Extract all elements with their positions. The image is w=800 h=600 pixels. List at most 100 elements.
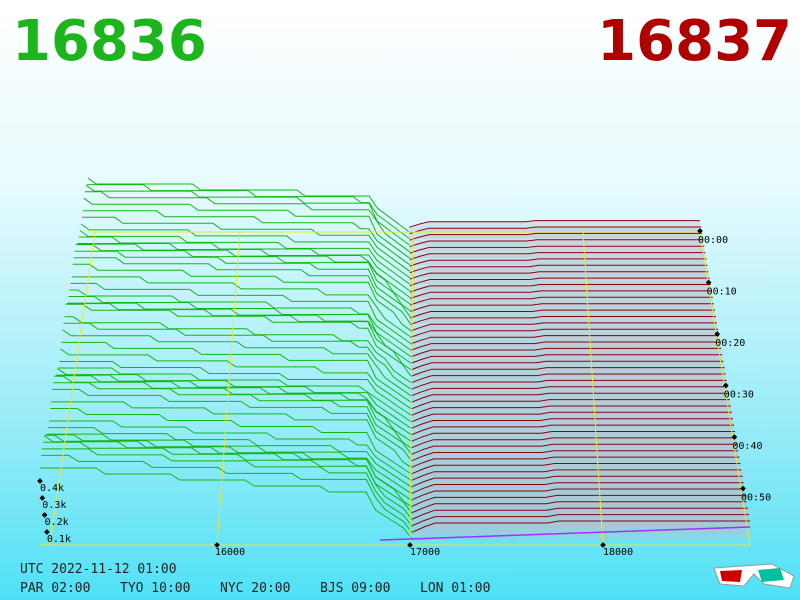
bid-slice (59, 361, 412, 416)
ask-slice (410, 303, 714, 312)
ask-slice (409, 271, 709, 280)
ask-slice (411, 424, 734, 436)
time-label: 00:10 (707, 287, 737, 298)
ask-area (409, 227, 702, 239)
ask-area (412, 489, 745, 508)
ask-slice (411, 463, 741, 475)
bid-slice (69, 289, 411, 351)
city-times: PAR 02:00 TYO 10:00 NYC 20:00 BJS 09:00 LON … (20, 581, 490, 596)
time-label: 00:30 (724, 390, 754, 401)
ask-area (410, 367, 725, 383)
ask-slice (412, 482, 744, 494)
ask-area (410, 342, 721, 357)
bid-slice (53, 382, 413, 456)
price-label: 16000 (215, 547, 245, 558)
bid-slice (61, 341, 412, 403)
ask-slice (409, 239, 704, 248)
ask-slice (410, 347, 722, 358)
ask-slice (410, 367, 725, 377)
bid-slice (51, 401, 413, 469)
ask-area (410, 329, 719, 344)
price-axis: 16000 17000 18000 (214, 542, 633, 558)
bid-slice (68, 296, 411, 357)
ask-slice (412, 520, 750, 533)
time-axis: 00:00 00:10 00:20 00:30 00:40 00:50 (697, 228, 771, 504)
ask-area (411, 386, 728, 403)
ask-slice (410, 316, 716, 325)
bid-price: 16836 (12, 9, 207, 74)
ask-slice (412, 501, 747, 513)
ask-slice (412, 507, 748, 520)
ask-slice (410, 360, 724, 371)
ask-area (412, 501, 747, 521)
depth-axis: 0.4k 0.3k 0.2k 0.1k (37, 478, 71, 545)
ask-slice (411, 443, 738, 455)
bid-slice (41, 454, 414, 534)
price-label: 17000 (410, 547, 440, 558)
tick (731, 434, 738, 440)
ask-area (411, 406, 731, 423)
ask-slice (411, 456, 740, 468)
bid-slice (47, 433, 413, 495)
ask-area (411, 412, 732, 429)
marker-line (379, 526, 751, 541)
bid-slice (72, 263, 411, 331)
bid-slice (85, 184, 410, 246)
grid-line (409, 231, 414, 546)
ask-slice (410, 335, 720, 345)
tick (41, 512, 48, 518)
bid-slice (60, 348, 412, 410)
bid-slice (84, 191, 410, 253)
depth-label: 0.3k (42, 500, 66, 511)
ask-area (411, 399, 730, 416)
tick (705, 279, 712, 286)
bid-slice (63, 322, 412, 390)
ask-slice (409, 245, 705, 254)
ask-slice (409, 226, 702, 235)
tick (740, 485, 746, 492)
ask-area (412, 476, 743, 495)
tick (722, 382, 729, 389)
tick (697, 228, 703, 234)
city-time: NYC 20:00 (220, 581, 290, 596)
ask-slice (409, 220, 700, 228)
ask-area (411, 393, 729, 409)
ask-area (412, 508, 748, 527)
ask-slice (411, 431, 736, 442)
ask-area (411, 380, 727, 396)
grid-line (582, 231, 604, 546)
bid-slice (66, 303, 412, 371)
ask-area (410, 322, 718, 337)
ask-area (412, 482, 744, 501)
ask-slice (411, 399, 730, 410)
bid-slice (77, 243, 411, 298)
bid-slice (81, 216, 410, 272)
bid-slice (56, 374, 412, 436)
utc-time: UTC 2022-11-12 01:00 (20, 562, 177, 577)
bid-slice (87, 184, 410, 240)
ask-slice (411, 392, 729, 403)
price-label: 18000 (603, 547, 633, 558)
tick (600, 542, 606, 548)
ask-slice (412, 514, 749, 526)
ask-slice (412, 475, 743, 488)
bid-slice (48, 427, 413, 489)
bid-slice (71, 276, 411, 338)
time-label: 00:20 (715, 338, 745, 349)
ask-slice (411, 418, 733, 429)
bid-slice (43, 441, 413, 521)
depth-label: 0.2k (45, 517, 69, 528)
bid-slice (50, 408, 413, 475)
bid-slice (82, 210, 410, 266)
ask-slice (410, 373, 726, 384)
bid-slice (49, 420, 413, 482)
bid-slice (80, 223, 411, 279)
tick (407, 542, 413, 548)
ask-area (411, 374, 726, 390)
ask-slice (411, 405, 731, 416)
bid-slice (87, 177, 410, 233)
bid-slice (62, 329, 412, 397)
ask-slice (409, 290, 712, 299)
ask-slice (410, 328, 719, 338)
